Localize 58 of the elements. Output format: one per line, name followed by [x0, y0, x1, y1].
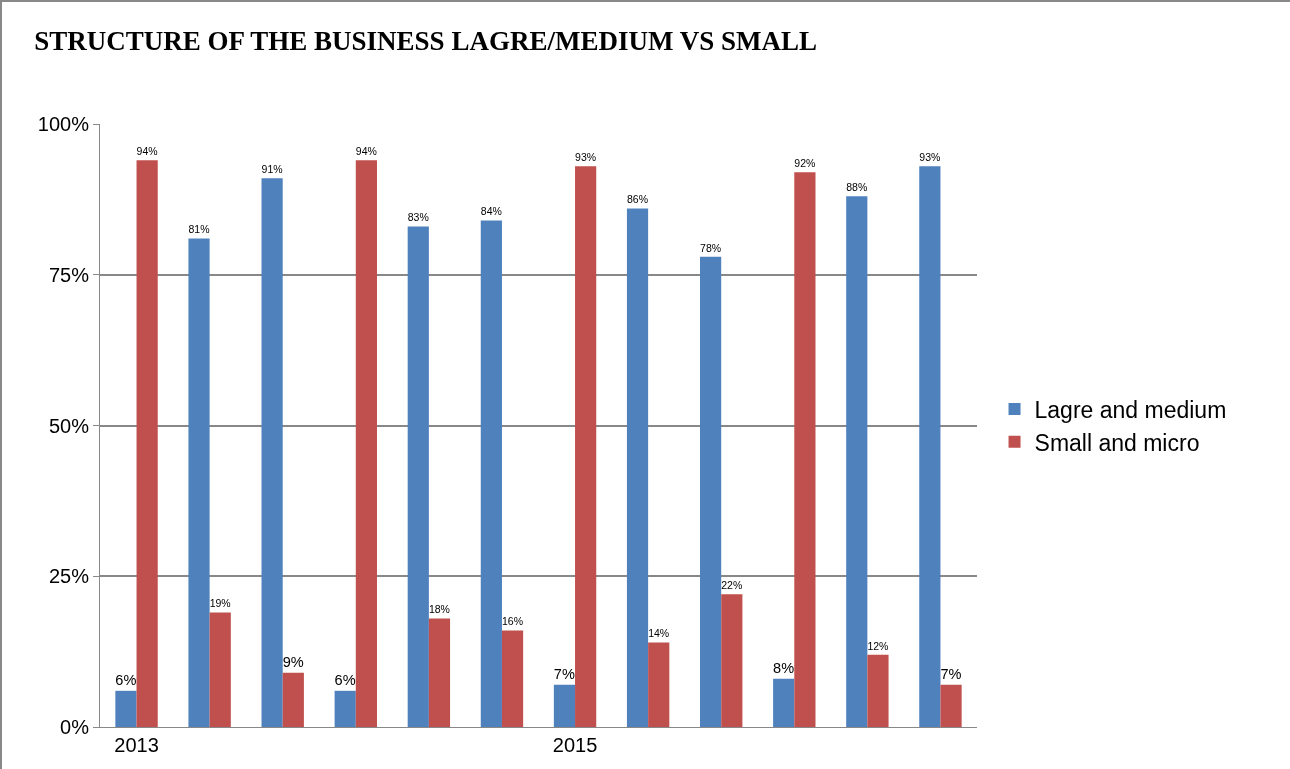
data-label: 6% — [115, 671, 137, 688]
bar — [209, 612, 231, 727]
data-label: 16% — [501, 615, 524, 628]
bar — [501, 630, 524, 727]
data-label: 91% — [261, 163, 283, 176]
data-label: 93% — [575, 151, 597, 164]
bar — [700, 256, 722, 727]
data-label: 94% — [136, 145, 158, 158]
data-label: 86% — [626, 193, 648, 206]
data-label: 78% — [700, 241, 722, 254]
data-label: 12% — [867, 639, 889, 652]
bar — [480, 220, 502, 727]
bar — [261, 178, 283, 727]
bar — [136, 160, 158, 727]
bar — [575, 166, 597, 727]
bar — [794, 172, 816, 727]
data-label: 81% — [188, 223, 210, 236]
bar — [115, 690, 137, 727]
legend-label: Lagre and medium — [1034, 396, 1227, 423]
x-tick-label: 2015 — [552, 734, 598, 756]
data-label: 92% — [794, 157, 816, 170]
data-label: 8% — [773, 659, 795, 676]
bar — [553, 684, 576, 727]
bar — [188, 238, 210, 727]
bar — [940, 684, 962, 727]
y-tick-label: 25% — [48, 565, 90, 588]
y-tick-label: 0% — [60, 716, 90, 738]
y-tick-label: 75% — [48, 263, 90, 286]
bar — [334, 690, 356, 727]
data-label: 94% — [355, 145, 377, 158]
data-label: 93% — [919, 151, 941, 164]
bar — [648, 642, 670, 727]
chart-title: STRUCTURE OF THE BUSINESS LAGRE/MEDIUM VS SMALL — [34, 25, 817, 56]
bar — [867, 654, 889, 727]
data-label: 83% — [407, 211, 429, 224]
bar — [919, 166, 941, 727]
data-label: 6% — [334, 671, 356, 688]
bar — [407, 226, 429, 727]
bar — [846, 196, 868, 727]
bar — [428, 618, 451, 727]
data-label: 9% — [282, 653, 304, 670]
data-label: 84% — [480, 205, 502, 218]
data-label: 18% — [428, 603, 450, 616]
legend-label: Small and micro — [1034, 429, 1200, 456]
data-label: 19% — [209, 597, 231, 610]
bar — [626, 208, 649, 727]
bar — [282, 672, 304, 727]
data-label: 14% — [648, 627, 670, 640]
y-tick-label: 100% — [37, 113, 90, 135]
data-label: 22% — [721, 579, 743, 592]
data-label: 7% — [553, 665, 575, 682]
y-tick-label: 50% — [48, 414, 90, 437]
x-tick-label: 2013 — [114, 734, 159, 756]
data-label: 7% — [940, 665, 962, 682]
bar — [721, 594, 743, 727]
bar — [355, 160, 377, 727]
bar — [773, 678, 795, 727]
data-label: 88% — [846, 181, 868, 194]
